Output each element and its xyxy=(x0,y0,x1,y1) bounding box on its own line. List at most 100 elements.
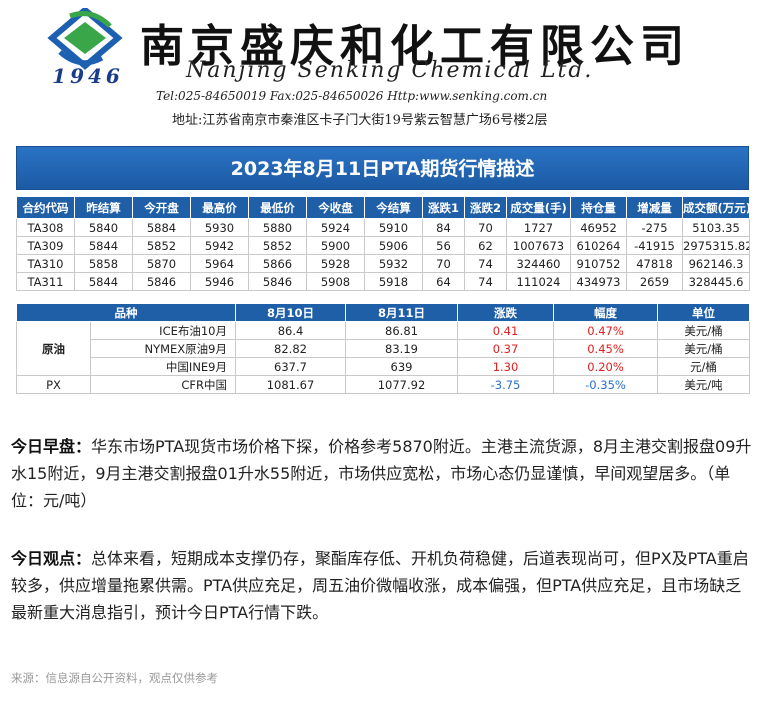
variety-name: 中国INE9月 xyxy=(90,357,236,376)
change-value: 0.41 xyxy=(457,321,554,340)
table-row: 中国INE9月 637.7 639 1.30 0.20% 元/桶 xyxy=(17,357,750,376)
futures-cell: 74 xyxy=(464,254,507,273)
futures-cell: TA311 xyxy=(16,272,75,291)
futures-cell: 5918 xyxy=(364,272,423,291)
futures-header-cell: 合约代码 xyxy=(16,196,75,219)
change-value: 1.30 xyxy=(457,357,554,376)
futures-header-row: 合约代码 昨结算 今开盘 最高价 最低价 今收盘 今结算 涨跌1 涨跌2 成交量(手) 持仓量 增减量… xyxy=(16,196,750,219)
futures-cell: 64 xyxy=(422,272,465,291)
category-crude: 原油 xyxy=(16,321,91,376)
source-note: 来源：信息源自公开资料，观点仅供参考 xyxy=(11,671,218,685)
futures-header-cell: 昨结算 xyxy=(74,196,133,219)
futures-cell: 70 xyxy=(464,218,507,237)
company-contact: Tel:025-84650019 Fax:025-84650026 Http:w… xyxy=(156,89,548,103)
futures-cell: 5906 xyxy=(364,236,423,255)
futures-cell: 5910 xyxy=(364,218,423,237)
futures-cell: TA309 xyxy=(16,236,75,255)
futures-cell: 70 xyxy=(422,254,465,273)
futures-header-cell: 增减量 xyxy=(626,196,683,219)
header-unit: 单位 xyxy=(657,303,750,322)
futures-header-cell: 最高价 xyxy=(190,196,249,219)
price-aug11: 86.81 xyxy=(345,321,458,340)
price-aug10: 86.4 xyxy=(235,321,346,340)
company-cn-name: 南京盛庆和化工有限公司 xyxy=(140,21,690,72)
company-address: 地址:江苏省南京市秦淮区卡子门大街19号紫云智慧广场6号楼2层 xyxy=(172,113,548,128)
price-aug11: 83.19 xyxy=(345,339,458,358)
futures-cell: 5930 xyxy=(190,218,249,237)
futures-header-cell: 成交量(手) xyxy=(506,196,571,219)
commodity-table: 品种 8月10日 8月11日 涨跌 幅度 单位 原油 ICE布油10月 86.4… xyxy=(16,303,750,394)
futures-header-cell: 涨跌2 xyxy=(464,196,507,219)
futures-cell: 5900 xyxy=(306,236,365,255)
unit: 美元/桶 xyxy=(657,321,750,340)
variety-name: ICE布油10月 xyxy=(90,321,236,340)
company-header: 1946 南京盛庆和化工有限公司 Nanjing Senking Chemica… xyxy=(0,0,767,136)
price-aug11: 1077.92 xyxy=(345,375,458,394)
futures-cell: -41915 xyxy=(626,236,683,255)
price-aug10: 1081.67 xyxy=(235,375,346,394)
change-value: -3.75 xyxy=(457,375,554,394)
header-percent: 幅度 xyxy=(553,303,658,322)
futures-cell: -275 xyxy=(626,218,683,237)
header-aug10: 8月10日 xyxy=(235,303,346,322)
table-row: TA308 5840 5884 5930 5880 5924 5910 84 70 1727 469… xyxy=(16,218,750,237)
futures-cell: 5840 xyxy=(74,218,133,237)
futures-table: 合约代码 昨结算 今开盘 最高价 最低价 今收盘 今结算 涨跌1 涨跌2 成交量(手) 持仓量 增减量… xyxy=(16,196,750,291)
futures-cell: 5946 xyxy=(190,272,249,291)
report-title: 2023年8月11日PTA期货行情描述 xyxy=(16,146,749,190)
futures-cell: 5866 xyxy=(248,254,307,273)
futures-header-cell: 持仓量 xyxy=(570,196,627,219)
futures-cell: 5844 xyxy=(74,236,133,255)
futures-cell: 5884 xyxy=(132,218,191,237)
futures-cell: 5844 xyxy=(74,272,133,291)
futures-cell: 46952 xyxy=(570,218,627,237)
futures-cell: 1007673 xyxy=(506,236,571,255)
futures-cell: 111024 xyxy=(506,272,571,291)
variety-name: CFR中国 xyxy=(90,375,236,394)
change-percent: 0.47% xyxy=(553,321,658,340)
category-px: PX xyxy=(16,375,91,394)
change-percent: -0.35% xyxy=(553,375,658,394)
futures-cell: 74 xyxy=(464,272,507,291)
futures-cell: TA308 xyxy=(16,218,75,237)
futures-cell: 5846 xyxy=(132,272,191,291)
futures-header-cell: 涨跌1 xyxy=(422,196,465,219)
table-row: PX CFR中国 1081.67 1077.92 -3.75 -0.35% 美元… xyxy=(16,375,750,394)
futures-cell: TA310 xyxy=(16,254,75,273)
futures-cell: 84 xyxy=(422,218,465,237)
table-row: TA311 5844 5846 5946 5846 5908 5918 64 74 111024 4… xyxy=(16,272,750,291)
futures-cell: 5928 xyxy=(306,254,365,273)
view-label: 今日观点： xyxy=(11,549,92,568)
futures-cell: 47818 xyxy=(626,254,683,273)
futures-header-cell: 今开盘 xyxy=(132,196,191,219)
change-percent: 0.45% xyxy=(553,339,658,358)
futures-header-cell: 今结算 xyxy=(364,196,423,219)
view-text: 总体来看，短期成本支撑仍存，聚酯库存低、开机负荷稳健，后道表现尚可，但PX及PT… xyxy=(11,549,749,622)
futures-cell: 434973 xyxy=(570,272,627,291)
futures-cell: 610264 xyxy=(570,236,627,255)
header-change: 涨跌 xyxy=(457,303,554,322)
company-en-name: Nanjing Senking Chemical Ltd. xyxy=(186,58,594,83)
today-view-paragraph: 今日观点：总体来看，短期成本支撑仍存，聚酯库存低、开机负荷稳健，后道表现尚可，但… xyxy=(11,545,757,626)
futures-cell: 5852 xyxy=(248,236,307,255)
futures-cell: 5103.35 xyxy=(682,218,750,237)
table-row: 原油 ICE布油10月 86.4 86.81 0.41 0.47% 美元/桶 xyxy=(16,321,750,376)
futures-header-cell: 今收盘 xyxy=(306,196,365,219)
table-row: NYMEX原油9月 82.82 83.19 0.37 0.45% 美元/桶 xyxy=(17,339,750,358)
futures-cell: 5942 xyxy=(190,236,249,255)
change-value: 0.37 xyxy=(457,339,554,358)
futures-cell: 5924 xyxy=(306,218,365,237)
futures-cell: 5870 xyxy=(132,254,191,273)
variety-name: NYMEX原油9月 xyxy=(90,339,236,358)
futures-cell: 328445.6 xyxy=(682,272,750,291)
morning-label: 今日早盘： xyxy=(11,437,92,456)
futures-cell: 62 xyxy=(464,236,507,255)
futures-cell: 56 xyxy=(422,236,465,255)
futures-cell: 2975315.82 xyxy=(682,236,750,255)
futures-header-cell: 最低价 xyxy=(248,196,307,219)
unit: 美元/桶 xyxy=(657,339,750,358)
futures-cell: 5932 xyxy=(364,254,423,273)
futures-cell: 5846 xyxy=(248,272,307,291)
commodity-header-row: 品种 8月10日 8月11日 涨跌 幅度 单位 xyxy=(16,303,750,322)
header-variety: 品种 xyxy=(16,303,236,322)
